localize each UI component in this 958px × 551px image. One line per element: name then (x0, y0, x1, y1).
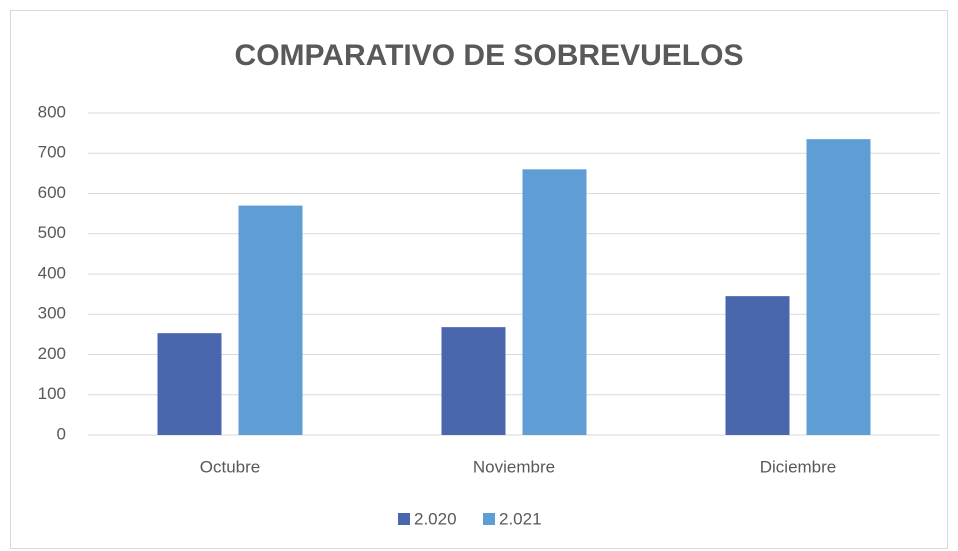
y-tick-label: 700 (38, 143, 66, 162)
y-tick-label: 0 (57, 424, 66, 443)
y-tick-label: 200 (38, 344, 66, 363)
bar (157, 333, 222, 435)
chart-title: COMPARATIVO DE SOBREVUELOS (235, 39, 744, 72)
bar (806, 139, 871, 435)
y-tick-label: 300 (38, 304, 66, 323)
legend-swatch (483, 513, 495, 525)
y-tick-label: 100 (38, 384, 66, 403)
y-tick-label: 500 (38, 223, 66, 242)
legend-label: 2.020 (414, 509, 457, 528)
y-tick-label: 600 (38, 183, 66, 202)
legend-label: 2.021 (499, 509, 542, 528)
chart-frame (10, 10, 948, 549)
y-tick-label: 800 (38, 102, 66, 121)
bar (441, 327, 506, 435)
bar (522, 169, 587, 435)
legend-swatch (398, 513, 410, 525)
x-tick-label: Noviembre (473, 457, 555, 476)
y-tick-label: 400 (38, 263, 66, 282)
bar (238, 205, 303, 435)
x-tick-label: Octubre (200, 457, 260, 476)
bar (725, 296, 790, 435)
x-tick-label: Diciembre (760, 457, 837, 476)
